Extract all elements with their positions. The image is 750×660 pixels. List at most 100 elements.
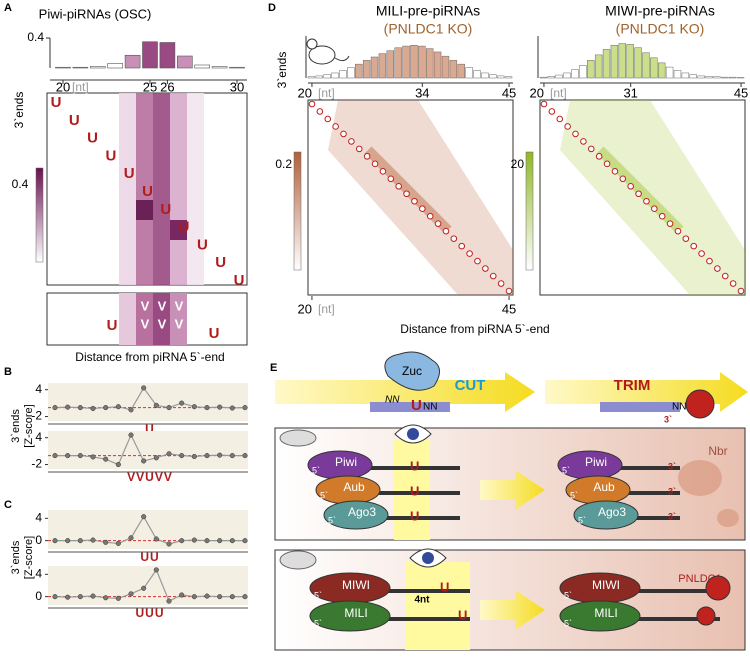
bar <box>706 76 713 78</box>
y-tick-label: 4 <box>35 430 42 444</box>
point <box>167 452 172 457</box>
diagonal-marker <box>333 124 339 130</box>
point <box>192 454 197 459</box>
bar <box>177 56 192 68</box>
bar <box>619 44 626 78</box>
plot-bg <box>48 566 248 605</box>
three-prime: 3` <box>664 414 672 424</box>
bar <box>371 57 378 78</box>
diagonal-marker <box>435 221 441 227</box>
nbr-blob <box>717 509 739 527</box>
gap-label: 4nt <box>415 595 431 606</box>
point <box>116 404 121 409</box>
five-prime: 5` <box>570 490 578 500</box>
point <box>154 537 159 542</box>
bar <box>125 55 140 68</box>
diagonal-marker <box>388 176 394 182</box>
diagonal-marker <box>541 101 547 107</box>
diagonal-marker <box>325 116 331 122</box>
bar <box>143 42 158 68</box>
point <box>179 538 184 543</box>
motif-v: V <box>175 316 184 331</box>
three-prime: 3` <box>668 486 676 496</box>
point <box>205 405 210 410</box>
five-prime: 5` <box>562 465 570 475</box>
bar <box>387 51 394 78</box>
nbr <box>686 390 714 418</box>
u: U <box>410 483 419 498</box>
bar <box>650 58 657 78</box>
point <box>154 403 159 408</box>
bar <box>627 44 634 78</box>
bar <box>442 56 449 78</box>
bar <box>308 77 315 78</box>
motif: U <box>51 94 62 111</box>
diagonal-marker <box>490 273 496 279</box>
motif-v: V <box>141 316 150 331</box>
title: Piwi-piRNAs (OSC) <box>39 6 152 21</box>
pnldc1 <box>697 607 715 625</box>
motif-v: V <box>192 316 201 331</box>
point <box>53 453 58 458</box>
bar <box>540 77 547 78</box>
colorbar <box>36 168 43 262</box>
point <box>116 462 121 467</box>
motif: U <box>160 201 171 218</box>
motif-v: V <box>192 298 201 313</box>
plot-bg <box>48 383 248 421</box>
diagonal-marker <box>730 281 736 287</box>
protein-label: Piwi <box>335 455 357 469</box>
u: U <box>440 579 449 594</box>
cut-label: CUT <box>455 377 486 394</box>
diagonal-marker <box>506 288 512 294</box>
point <box>192 538 197 543</box>
unit: [nt] <box>550 86 567 100</box>
diagonal-marker <box>549 109 555 115</box>
diagonal-marker <box>675 228 681 234</box>
bar <box>729 77 736 78</box>
point <box>65 538 70 543</box>
unit: [nt] <box>72 80 89 94</box>
bar <box>466 68 473 79</box>
motif: U <box>105 147 116 164</box>
zuc-label: Zuc <box>402 364 422 378</box>
panel-label: C <box>4 499 12 511</box>
diagonal-marker <box>412 198 418 204</box>
x-tick-label: 45 <box>502 85 516 100</box>
protein-label: Aub <box>593 480 615 494</box>
eye <box>422 552 434 564</box>
x-tick-label: 20 <box>56 79 70 94</box>
diagonal-marker <box>707 258 713 264</box>
motif: VVUVV <box>127 470 173 484</box>
unit: [nt] <box>318 302 335 316</box>
point <box>192 404 197 409</box>
u: U <box>410 508 419 523</box>
bar <box>572 70 579 78</box>
bar <box>635 48 642 78</box>
bar <box>379 54 386 78</box>
point <box>179 401 184 406</box>
bar <box>497 76 504 78</box>
bar <box>690 75 697 78</box>
diagonal-marker <box>451 236 457 242</box>
u: U <box>410 458 419 473</box>
y-tick-label: 4 <box>35 511 42 525</box>
unit: [nt] <box>318 86 335 100</box>
diagonal-marker <box>565 124 571 130</box>
point <box>91 455 96 460</box>
bar <box>643 53 650 78</box>
bar <box>340 70 347 78</box>
point <box>53 594 58 599</box>
diagonal-marker <box>467 251 473 257</box>
diagonal-marker <box>667 221 673 227</box>
y-tick-label: 0 <box>35 589 42 603</box>
x-tick-label: 30 <box>230 79 244 94</box>
diagonal-marker <box>644 198 650 204</box>
bar <box>587 60 594 78</box>
motif-v: V <box>158 316 167 331</box>
fly-icon <box>280 430 316 446</box>
y-tick-label: -2 <box>31 409 42 423</box>
panel-label: B <box>4 366 12 378</box>
x-label: Distance from piRNA 5`-end <box>75 350 224 364</box>
diagonal-marker <box>628 183 634 189</box>
